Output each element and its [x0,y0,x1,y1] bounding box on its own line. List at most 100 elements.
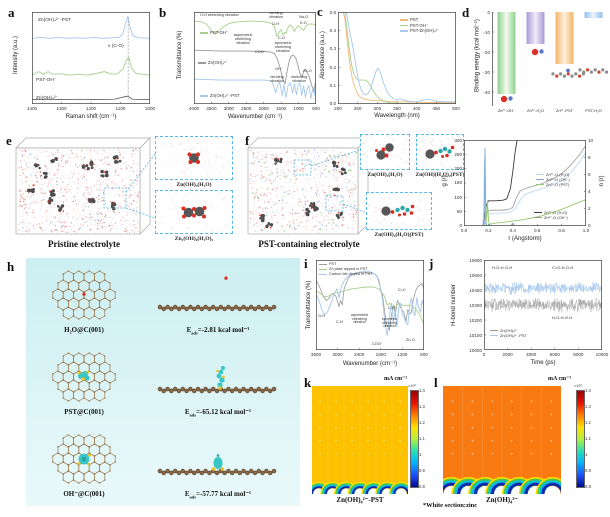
panel-letter-d: d [462,5,470,20]
colorbar-exponent: ×10² [574,384,582,388]
panel-ftir: Transmittance (%) 4000 3500 3000 2500 2000 15… [158,4,320,130]
panel-current-density-pst: + + + + + + + + + + + + + + + + + + + + + + + + + + + + + + mA cm⁻² ×… [304,374,438,516]
hbond-x-axis-label: Time (ps) [530,360,556,366]
eads-h2o: Eads=-2.81 kcal mol⁻¹ [186,326,250,336]
eads-pst: Eads=-65.12 kcal mol⁻¹ [184,408,252,418]
ann-hohoh-2: H-O-H-O-H [552,315,573,320]
svg-text:+: + [550,425,553,430]
ann-ko: K-O [300,21,307,25]
panel-ftir-dipped: Transmittance (%) 3600 3000 2400 1800 1200 60… [300,254,430,378]
uvvis-y-ticks: 0.5 0.4 0.3 0.2 0.1 0.0 [329,9,336,107]
ann-co: C-O [388,306,395,310]
label-pst-c001: PST@C(001) [64,408,104,416]
raman-x-ticks: 1400 1300 1200 1100 1000 [26,106,156,111]
svg-text:+: + [452,412,455,417]
rdf-x-axis-label: r (Angstorm) [508,236,542,242]
raman-y-axis-label: Intensity (a.u.) [13,36,19,75]
svg-text:+: + [367,412,370,417]
curve-label-pst-oh: PST-OH⁻ [36,78,57,83]
panel-rdf: g (r) 300 250 200 150 100 50 0 10 8 6 4 2 0 n (r) 0… [428,130,610,256]
md-box-pristine [15,137,151,235]
svg-text:+: + [550,438,553,443]
binding-categories: Zn²⁺-OH⁻ Zn²⁺-H₂O Zn²⁺-PST PST-H₂O [497,108,602,113]
rdf-y-axis-label-right: n (r) [599,175,605,187]
ftir-x-ticks: 4000 3500 3000 2500 2000 1500 1000 500 [188,106,320,111]
rdf-x-ticks: 0.0 0.2 0.4 0.6 0.8 1.0 [460,228,590,233]
svg-text:+: + [383,412,386,417]
ftir2-legend: PST Zn plate dipped in PST Carbon felt dip… [319,262,372,277]
svg-text:+: + [351,399,354,404]
panel-letter-f: f [245,133,250,148]
panel-dft-adsorption: H₂O@C(001) Eads=-2.81 kcal mol⁻¹ PST@C(0… [4,256,302,512]
ann-bending: bending vibration [269,11,283,19]
uvvis-x-ticks: 200 250 300 350 400 450 500 [334,106,460,111]
svg-text:+: + [351,412,354,417]
inset-znoh-h2o2-pst [416,134,464,170]
svg-text:+: + [452,452,455,457]
svg-text:+: + [319,452,322,457]
svg-text:+: + [530,412,533,417]
svg-text:+: + [550,399,553,404]
svg-text:+: + [399,452,402,457]
label-h2o-c001: H₂O@C(001) [64,326,104,334]
ann-oh: O-H [318,314,325,318]
rdf-legend-n: Zn²⁺-O (H₂O) Zn²⁺-O (OH⁻) Zn²⁺-O (PST) [536,172,570,187]
svg-text:+: + [491,438,494,443]
hbond-y-axis-label: H-bond number [451,284,457,326]
panel-letter-i: i [304,256,308,271]
svg-text:+: + [399,399,402,404]
ftir2-x-axis-label: Wavenumber (cm⁻¹) [342,361,398,367]
binding-y-ticks: 0 -10 -20 -30 -40 [483,9,490,95]
svg-text:+: + [399,425,402,430]
svg-text:+: + [550,452,553,457]
svg-text:+: + [319,399,322,404]
rdf-legend-g: Zn²⁺-O (H₂O) Zn²⁺-O (OH⁻) [534,210,568,220]
svg-text:+: + [335,452,338,457]
hbond-x-ticks: 0 2000 4000 6000 8000 10000 [482,352,609,357]
uvvis-legend: PST PST-OH⁻ PST-Zn(OH)₄²⁻ [400,17,439,34]
panel-letter-e: e [6,133,12,148]
current-field-znoh: + + + + + + + + + + + + + + + + + + + + + + + + + + + + + + [443,386,561,494]
curve-label-znoh-pst: Zn(OH)₄²⁻-PST [38,18,72,23]
curve-label-znoh-pst: Zn(OH)₄²⁻-PST [200,93,240,99]
peak-label: ν (C-O) [108,44,124,49]
ann-cc: C=C [398,288,406,292]
ftir-plot [194,12,316,104]
svg-text:+: + [471,399,474,404]
svg-text:+: + [399,438,402,443]
raman-plot [32,12,150,104]
svg-text:+: + [383,425,386,430]
ann-zno: Zn-O [303,69,312,73]
svg-text:+: + [452,425,455,430]
panel-pristine-electrolyte: Pristine electrolyte Zn(OH)₄(H₂O) Zn₂(OH… [4,132,240,256]
panel-current-density-znoh: + + + + + + + + + + + + + + + + + + + + + + + + + + + + + + mA cm⁻² ×… [436,374,610,516]
svg-text:+: + [530,399,533,404]
colorbar-unit: mA cm⁻² [384,376,408,382]
ftir2-x-ticks: 3600 3000 2400 1800 1200 600 [310,352,428,357]
inset-label-znoh4-h2o: Zn(OH)₄(H₂O) [176,182,212,188]
panel-letter-k: k [304,375,312,390]
pst-electrolyte-title: PST-containing electrolyte [258,239,360,249]
panel-letter-b: b [159,5,167,20]
pristine-title: Pristine electrolyte [47,239,121,249]
ann-zno: Zn-O [406,338,415,342]
ann-asym: asymmetric stretching vibration [350,313,369,325]
svg-text:+: + [383,452,386,457]
panel-pst-electrolyte: PST-containing electrolyte Zn(OH)₃(H₂O) … [244,132,480,256]
svg-text:+: + [351,452,354,457]
svg-text:+: + [530,425,533,430]
colorbar-ticks: 1.4 1.3 1.2 1.1 1 0.9 0.8 [585,387,591,489]
svg-text:+: + [511,412,514,417]
ann-oh-stretch: O-H stretching vibration [200,13,239,17]
inset-label-znoh-h2o2-pst: Zn(OH)(H₂O)₂(PST) [415,172,465,178]
colorbar-exponent: ×10² [408,384,416,388]
md-box-pst [247,137,369,235]
panel-uvvis: Absorbance (a.u.) 0.5 0.4 0.3 0.2 0.1 0.0 200… [314,4,460,130]
raman-x-axis-label: Raman shift (cm⁻¹) [65,114,117,120]
graphene-side-h2o [157,275,277,312]
curve-label-pst-oh: PST-OH⁻ [200,30,228,36]
eads-oh: Eads=-57.77 kcal mol⁻¹ [184,490,252,500]
ann-sym: symmetric stretching vibration [381,317,398,329]
svg-text:+: + [319,438,322,443]
svg-text:+: + [367,399,370,404]
